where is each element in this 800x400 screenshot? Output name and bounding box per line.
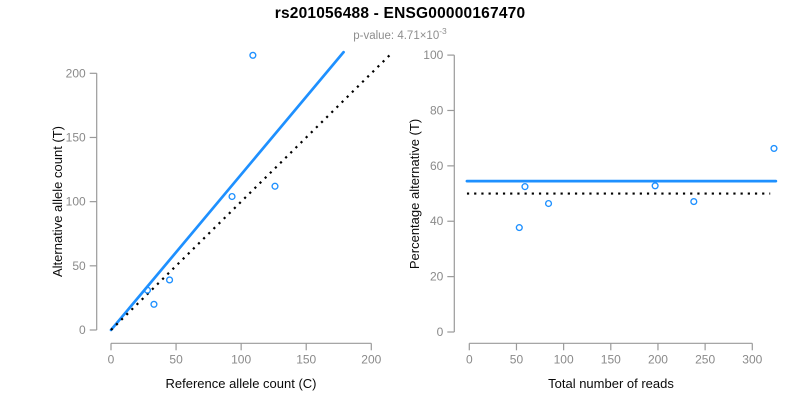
- x-tick-label: 50: [169, 352, 183, 366]
- y-tick-label: 200: [66, 66, 86, 80]
- x-tick-label: 100: [554, 352, 574, 366]
- y-tick-label: 80: [430, 103, 444, 117]
- x-tick-label: 50: [510, 352, 524, 366]
- left-y-axis-title: Alternative allele count (T): [50, 126, 65, 277]
- data-point: [690, 198, 698, 206]
- x-tick-label: 200: [648, 352, 668, 366]
- pvalue-exponent: -3: [439, 26, 447, 36]
- right-y-axis-title: Percentage alternative (T): [407, 119, 422, 269]
- data-point: [770, 144, 778, 152]
- data-point: [228, 192, 236, 201]
- chart-title: rs201056488 - ENSG00000167470: [274, 5, 526, 22]
- right-x-axis-title: Total number of reads: [548, 376, 674, 391]
- data-point: [651, 182, 659, 190]
- y-tick-label: 100: [66, 195, 86, 209]
- data-point: [165, 276, 174, 284]
- y-tick-label: 100: [423, 48, 443, 62]
- data-point: [150, 300, 158, 308]
- data-point: [521, 183, 529, 191]
- y-tick-label: 0: [79, 323, 86, 337]
- data-point: [544, 199, 553, 208]
- y-tick-label: 50: [72, 259, 86, 273]
- y-tick-label: 20: [430, 270, 444, 284]
- y-tick-label: 60: [430, 159, 444, 173]
- x-tick-label: 200: [361, 352, 381, 366]
- fit-line: [109, 50, 345, 332]
- pvalue-prefix: p-value:: [353, 29, 398, 42]
- x-tick-label: 150: [296, 352, 316, 366]
- x-tick-label: 150: [601, 352, 621, 366]
- x-tick-label: 0: [466, 352, 473, 366]
- x-tick-label: 0: [108, 352, 115, 366]
- left-plot-generated: 0 50 100 150 200 0 50 100 150 200: [66, 50, 391, 366]
- y-tick-label: 40: [430, 214, 444, 228]
- x-tick-label: 250: [695, 352, 715, 366]
- identity-line: [110, 54, 391, 331]
- x-tick-label: 100: [231, 352, 251, 366]
- right-plot-generated: 0 50 100 150 200 250 300 0 20 40 60 80 100: [423, 48, 778, 366]
- data-point: [515, 224, 523, 232]
- x-tick-label: 300: [742, 352, 762, 366]
- right-scatter-plot: 0 50 100 150 200 250 300 0 20 40 60 80 100 Total num…: [407, 48, 778, 391]
- chart-subtitle: p-value: 4.71×10-3: [0, 26, 800, 42]
- data-point: [143, 286, 152, 294]
- y-tick-label: 0: [437, 325, 444, 339]
- pvalue-mantissa: 4.71×10: [397, 29, 440, 42]
- left-x-axis-title: Reference allele count (C): [165, 376, 316, 391]
- y-tick-label: 150: [66, 130, 86, 144]
- data-point: [271, 182, 279, 190]
- left-scatter-plot: 0 50 100 150 200 0 50 100 150 200 Reference allel…: [50, 50, 391, 391]
- data-point: [249, 51, 257, 59]
